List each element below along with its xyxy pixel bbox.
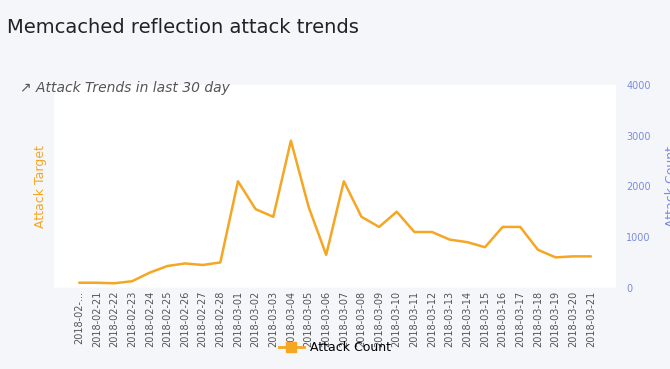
- Y-axis label: Attack Count: Attack Count: [665, 146, 670, 227]
- Y-axis label: Attack Target: Attack Target: [34, 145, 47, 228]
- Text: Memcached reflection attack trends: Memcached reflection attack trends: [7, 18, 358, 37]
- Text: ↗ Attack Trends in last 30 day: ↗ Attack Trends in last 30 day: [20, 81, 230, 95]
- Legend: Attack Count: Attack Count: [274, 336, 396, 359]
